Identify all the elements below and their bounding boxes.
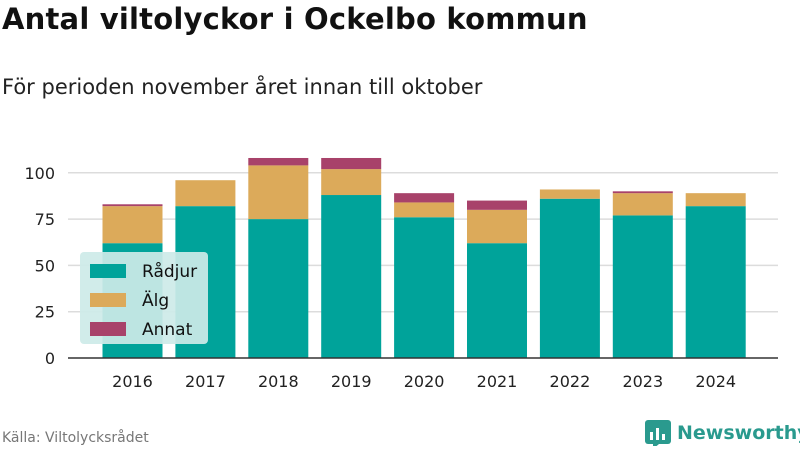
x-tick-label: 2022 — [550, 372, 591, 391]
y-tick-label: 50 — [35, 256, 55, 275]
bar-segment — [685, 193, 746, 207]
bar-segment — [248, 157, 309, 166]
bar-segment — [102, 206, 163, 244]
y-tick-label: 0 — [45, 349, 55, 368]
legend-label: Rådjur — [142, 261, 197, 282]
y-tick-label: 100 — [24, 164, 55, 183]
bar-segment — [685, 206, 746, 358]
bar-segment — [612, 193, 673, 216]
legend-label: Älg — [142, 290, 169, 311]
chart-subtitle: För perioden november året innan till ok… — [2, 75, 483, 99]
legend-label: Annat — [142, 320, 193, 340]
bar-segment — [321, 157, 382, 170]
bar-segment — [248, 165, 309, 220]
bar-chart-icon — [645, 420, 671, 446]
brand-name: Newsworthy — [677, 422, 800, 444]
bar-segment — [394, 202, 455, 218]
bar-segment — [539, 198, 600, 358]
bar-segment — [612, 191, 673, 194]
bar-segment — [539, 189, 600, 199]
x-tick-label: 2016 — [112, 372, 153, 391]
bar-segment — [467, 200, 527, 210]
x-tick-label: 2023 — [622, 372, 663, 391]
legend-swatch — [90, 293, 126, 307]
y-tick-label: 25 — [35, 303, 55, 322]
x-tick-label: 2019 — [331, 372, 372, 391]
bar-segment — [321, 169, 382, 196]
bar-segment — [394, 217, 455, 358]
brand-logo: Newsworthy — [645, 420, 800, 446]
x-tick-label: 2024 — [695, 372, 736, 391]
bar-segment — [612, 215, 673, 358]
bar-segment — [102, 204, 163, 207]
legend-swatch — [90, 322, 126, 336]
y-tick-label: 75 — [35, 210, 55, 229]
bar-segment — [467, 243, 527, 358]
stacked-bar-chart: 0 25 50 75 100 2016 2017 2018 2019 2020 2021 2022 20… — [24, 157, 778, 391]
bar-segment — [394, 193, 455, 203]
legend-swatch — [90, 264, 126, 278]
x-tick-label: 2017 — [185, 372, 226, 391]
chart-title: Antal viltolyckor i Ockelbo kommun — [2, 2, 588, 36]
x-tick-label: 2021 — [477, 372, 518, 391]
bar-segment — [175, 180, 236, 207]
bar-segment — [248, 219, 309, 358]
bar-segment — [321, 195, 382, 358]
x-tick-label: 2018 — [258, 372, 299, 391]
x-tick-label: 2020 — [404, 372, 445, 391]
source-label: Källa: Viltolycksrådet — [2, 430, 149, 446]
bar-segment — [467, 209, 527, 244]
